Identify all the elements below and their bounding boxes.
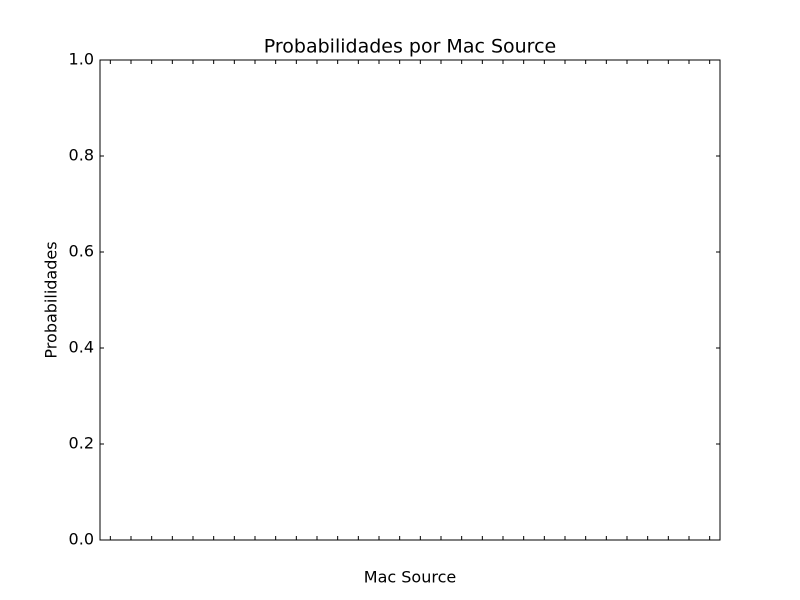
y-tick-label: 0.8 — [69, 146, 94, 165]
y-tick-label: 1.0 — [69, 50, 94, 69]
y-tick-label: 0.2 — [69, 434, 94, 453]
plot-frame — [99, 59, 721, 541]
x-axis-label: Mac Source — [364, 568, 456, 587]
y-tick-label: 0.0 — [69, 530, 94, 549]
y-tick-label: 0.4 — [69, 338, 94, 357]
chart-title: Probabilidades por Mac Source — [264, 36, 556, 58]
y-tick-label: 0.6 — [69, 242, 94, 261]
y-axis-label: Probabilidades — [42, 241, 61, 358]
